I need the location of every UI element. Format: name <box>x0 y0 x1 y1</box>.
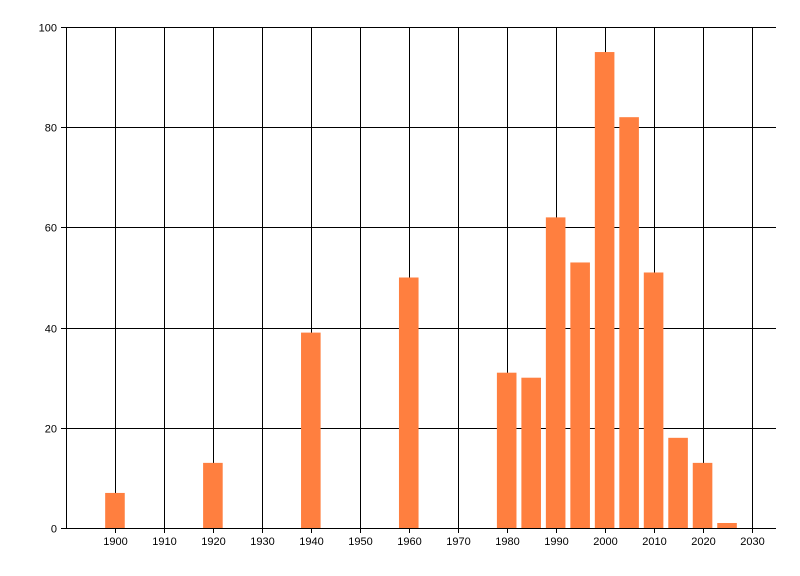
x-tick-label-1940: 1940 <box>299 536 323 548</box>
x-tick-label-2030: 2030 <box>740 536 764 548</box>
x-tick-label-1900: 1900 <box>103 536 127 548</box>
x-tick-label-1960: 1960 <box>397 536 421 548</box>
bars <box>105 52 737 529</box>
axes <box>61 27 776 533</box>
bar-1985 <box>521 377 541 528</box>
x-tick-label-1920: 1920 <box>201 536 225 548</box>
y-tick-label-80: 80 <box>45 123 57 135</box>
bar-2005 <box>619 117 639 529</box>
y-tick-labels: 0 20 40 60 80 100 <box>39 23 57 536</box>
x-tick-label-1930: 1930 <box>250 536 274 548</box>
bar-1990 <box>545 217 566 528</box>
bar-1960 <box>398 277 419 528</box>
x-tick-labels: 1900 1910 1920 1930 1940 1950 1960 1970 1980 1990… <box>103 536 764 548</box>
bar-1995 <box>570 262 590 528</box>
x-tick-label-2000: 2000 <box>593 536 617 548</box>
x-tick-label-1970: 1970 <box>446 536 470 548</box>
x-tick-label-2010: 2010 <box>642 536 666 548</box>
x-tick-label-1910: 1910 <box>152 536 176 548</box>
bar-1900 <box>105 492 125 528</box>
bar-2015 <box>668 437 688 528</box>
x-tick-label-1980: 1980 <box>495 536 519 548</box>
bar-1980 <box>496 372 517 528</box>
y-tick-label-0: 0 <box>51 524 57 536</box>
bar-2025 <box>717 522 737 528</box>
y-tick-label-20: 20 <box>45 424 57 436</box>
y-tick-label-60: 60 <box>45 223 57 235</box>
bar-2000 <box>594 52 615 529</box>
bar-1940 <box>301 332 321 528</box>
bar-1920 <box>203 462 223 528</box>
x-tick-label-2020: 2020 <box>691 536 715 548</box>
x-tick-label-1990: 1990 <box>544 536 568 548</box>
y-tick-label-40: 40 <box>45 324 57 336</box>
bar-2010 <box>643 272 664 528</box>
bar-2020 <box>692 462 713 528</box>
x-tick-label-1950: 1950 <box>348 536 372 548</box>
y-tick-label-100: 100 <box>39 23 57 35</box>
